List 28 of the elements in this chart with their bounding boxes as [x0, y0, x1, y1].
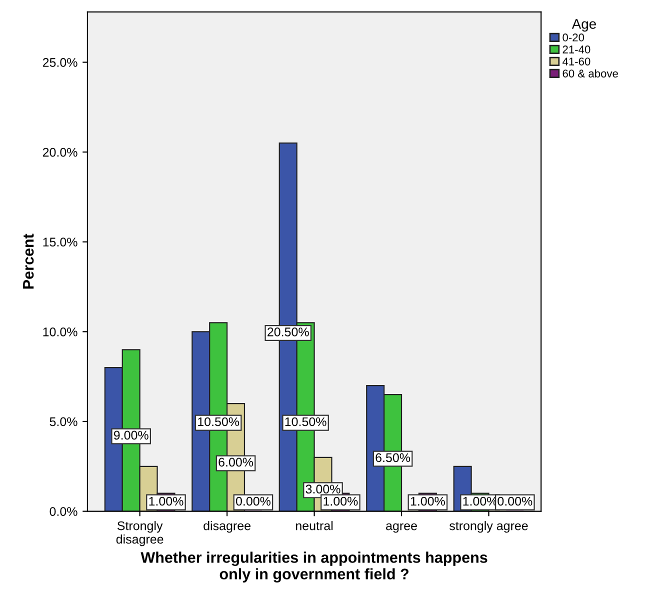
data-label: 3.00%	[306, 484, 340, 494]
x-tick-label: strongly agree	[449, 521, 528, 533]
data-label: 6.00%	[218, 458, 254, 467]
y-tick-label: 15.0%	[43, 238, 78, 247]
legend-label: 60 & above	[562, 69, 618, 78]
data-label: 1.00%	[324, 496, 358, 506]
x-tick-label: agree	[386, 523, 417, 533]
data-label: 6.50%	[376, 453, 410, 462]
y-tick-label: 20.0%	[42, 148, 78, 157]
y-tick-label: 10.0%	[43, 327, 78, 336]
data-label: 0.00%	[498, 496, 532, 506]
x-tick-label: Strongly disagree	[116, 521, 164, 546]
data-label: 10.50%	[198, 417, 240, 426]
legend-title: Age	[572, 19, 596, 32]
y-tick-label: 5.0%	[50, 417, 78, 426]
y-tick-label: 25.0%	[42, 58, 78, 67]
data-label: 20.50%	[268, 328, 309, 336]
x-axis-title: Whether irregularities in appointments happens only in government field ?	[140, 552, 488, 583]
x-tick-label: neutral	[296, 521, 333, 530]
data-label: 0.00%	[236, 496, 270, 506]
legend-label: 41-60	[562, 58, 590, 66]
y-tick-label: 0.0%	[50, 507, 78, 516]
x-tick-label: disagree	[204, 521, 250, 533]
legend-label: 21-40	[562, 46, 590, 54]
legend-label: 0-20	[562, 34, 584, 42]
data-label: 9.00%	[114, 430, 148, 440]
y-axis-title: Percent	[23, 234, 34, 289]
data-label: 10.50%	[285, 417, 326, 426]
